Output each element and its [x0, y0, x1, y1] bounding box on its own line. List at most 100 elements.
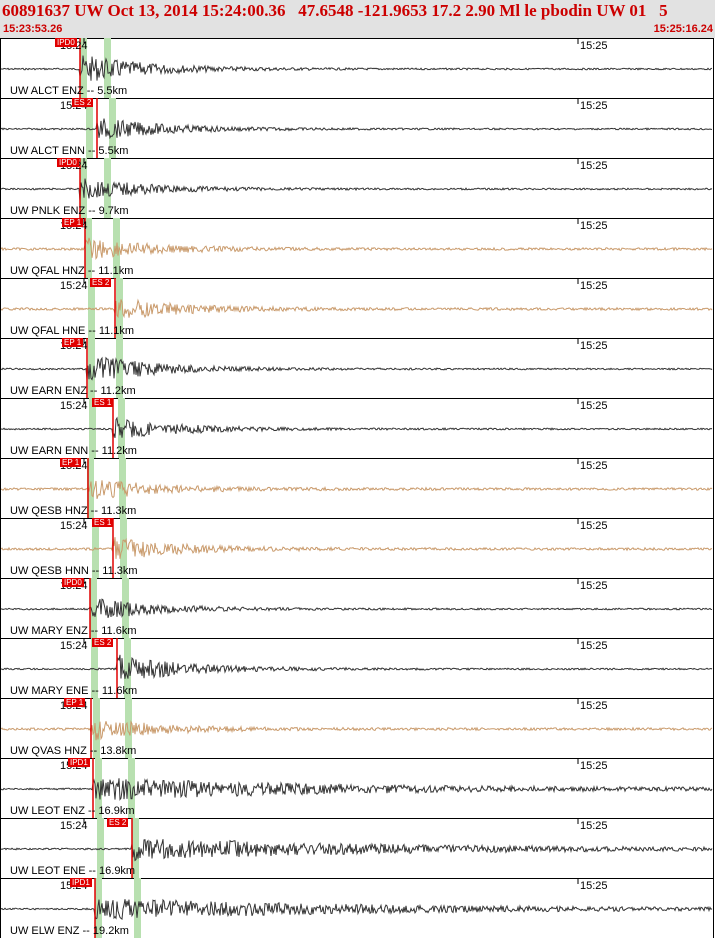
- time-label-right: 15:25: [580, 760, 608, 772]
- seismogram-trace: [0, 118, 712, 140]
- p-window-band: [80, 38, 87, 98]
- waveform-plot: [0, 398, 713, 458]
- waveform-plot: [0, 818, 713, 878]
- pick-tag[interactable]: ES 2: [90, 278, 112, 287]
- pick-tag[interactable]: ES 1: [92, 398, 114, 407]
- seismogram-trace: [0, 778, 713, 801]
- time-label-left: 15:24: [60, 400, 88, 412]
- s-window-band: [124, 638, 131, 698]
- p-window-band: [88, 278, 95, 338]
- seismogram-trace: [1, 55, 713, 81]
- panel-border: [0, 398, 714, 457]
- panel-border: [0, 338, 714, 397]
- panel-border: [0, 278, 714, 337]
- channel-label: UW EARN ENZ -- 11.2km: [10, 385, 136, 397]
- s-window-band: [116, 338, 123, 398]
- time-label-right: 15:25: [580, 880, 608, 892]
- panel-border: [0, 458, 714, 517]
- seismogram-trace: [0, 298, 713, 319]
- channel-label: UW LEOT ENZ -- 16.9km: [10, 805, 135, 817]
- channel-label: UW QESB HNZ -- 11.3km: [10, 505, 137, 517]
- trace-panel: 15:24 15:25 ES 2 UW LEOT ENE -- 16.9km: [0, 818, 715, 878]
- channel-label: UW PNLK ENZ -- 9.7km: [10, 205, 129, 217]
- time-label-left: 15:24: [60, 520, 88, 532]
- channel-label: UW QFAL HNZ -- 11.1km: [10, 265, 134, 277]
- trace-panel: 15:24 15:25 ES 1 UW EARN ENN -- 11.2km: [0, 398, 715, 458]
- seismogram-trace: [0, 178, 713, 201]
- waveform-plot: [0, 278, 713, 338]
- pick-tag[interactable]: EP 1: [60, 458, 82, 467]
- pick-tag[interactable]: IPD0: [55, 38, 77, 47]
- time-label-right: 15:25: [580, 520, 608, 532]
- time-label-right: 15:25: [580, 700, 608, 712]
- panel-border: [0, 878, 714, 937]
- seismogram-trace: [0, 898, 713, 920]
- waveform-plot: [1, 38, 713, 98]
- pick-tag[interactable]: ES 2: [72, 98, 94, 107]
- channel-label: UW QFAL HNE -- 11.1km: [10, 325, 135, 337]
- panel-border: [0, 218, 714, 277]
- pick-tag[interactable]: ES 2: [92, 638, 114, 647]
- seismogram-trace: [0, 416, 713, 439]
- trace-panel: 15:24 15:25 ES 1 UW QESB HNN -- 11.3km: [0, 518, 715, 578]
- pick-tag[interactable]: IPD0: [62, 578, 84, 587]
- waveform-plot: [0, 218, 713, 278]
- pick-tag[interactable]: IPD1: [70, 878, 92, 887]
- pick-tag[interactable]: EP 1: [62, 218, 84, 227]
- panel-border: [0, 758, 714, 817]
- end-time: 15:25:16.24: [653, 23, 713, 35]
- pick-tag[interactable]: ES 1: [92, 518, 114, 527]
- trace-panel: 15:24 15:25 ES 2 UW QFAL HNE -- 11.1km: [0, 278, 715, 338]
- time-label-left: 15:24: [60, 820, 88, 832]
- pick-tag[interactable]: IPD0: [57, 158, 79, 167]
- pick-tag[interactable]: EP 1: [64, 698, 86, 707]
- p-window-band: [91, 638, 98, 698]
- seismogram-trace: [0, 720, 713, 741]
- seismogram-trace: [0, 598, 713, 618]
- right-border: [713, 38, 714, 938]
- time-label-right: 15:25: [580, 100, 608, 112]
- channel-label: UW MARY ENZ -- 11.6km: [10, 625, 137, 637]
- time-label-left: 15:24: [60, 280, 88, 292]
- seismogram-trace: [0, 356, 713, 381]
- pick-tag[interactable]: IPD1: [68, 758, 90, 767]
- waveform-plot: [0, 338, 713, 398]
- time-label-right: 15:25: [580, 220, 608, 232]
- waveform-plot: [0, 158, 713, 218]
- panel-border: [0, 98, 714, 157]
- time-label-left: 15:24: [60, 640, 88, 652]
- seismogram-trace: [0, 480, 713, 499]
- channel-label: UW LEOT ENE -- 16.9km: [10, 865, 136, 877]
- s-window-band: [132, 818, 139, 878]
- channel-label: UW ELW ENZ -- 19.2km: [10, 925, 129, 937]
- channel-label: UW EARN ENN -- 11.2km: [10, 445, 137, 457]
- time-label-right: 15:25: [580, 40, 608, 52]
- start-time: 15:23:53.26: [3, 23, 63, 35]
- waveform-plot: [0, 518, 713, 578]
- channel-label: UW ALCT ENN -- 5.5km: [10, 145, 129, 157]
- s-window-band: [128, 758, 135, 818]
- p-window-band: [87, 458, 94, 518]
- time-label-right: 15:25: [580, 820, 608, 832]
- time-label-right: 15:25: [580, 340, 608, 352]
- pick-tag[interactable]: ES 2: [107, 818, 129, 827]
- pick-tag[interactable]: EP 1: [62, 338, 84, 347]
- p-window-band: [90, 578, 97, 638]
- waveform-plot: [0, 458, 713, 518]
- seismogram-trace: [0, 537, 713, 559]
- panel-border: [0, 158, 714, 217]
- waveform-plot: [0, 578, 713, 638]
- panel-border: [0, 518, 714, 577]
- event-title: 60891637 UW Oct 13, 2014 15:24:00.36 47.…: [2, 1, 668, 20]
- trace-panel: 15:24 15:25 ES 2 UW MARY ENE -- 11.6km: [0, 638, 715, 698]
- time-label-right: 15:25: [580, 160, 608, 172]
- p-window-band: [88, 338, 95, 398]
- p-window-band: [95, 878, 102, 938]
